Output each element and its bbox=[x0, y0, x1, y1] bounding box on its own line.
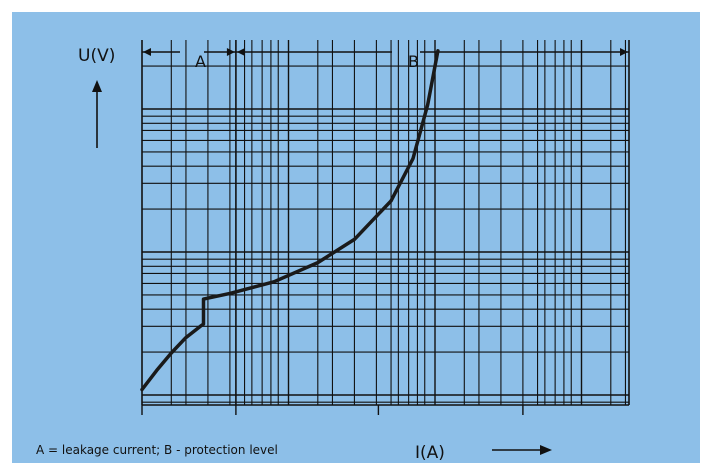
arrow-head bbox=[226, 48, 235, 56]
x-axis-arrow-head bbox=[540, 445, 552, 455]
series-layer bbox=[140, 49, 440, 392]
arrow-head bbox=[143, 48, 151, 56]
chart-svg bbox=[92, 40, 630, 455]
arrow-head bbox=[236, 48, 245, 56]
chart-figure: U(V) A B A = leakage current; B - protec… bbox=[12, 12, 700, 463]
arrow-head bbox=[620, 48, 628, 56]
y-axis-arrow-head bbox=[92, 80, 102, 92]
y-axis-label: U(V) bbox=[78, 46, 116, 66]
caption: A = leakage current; B - protection leve… bbox=[36, 443, 278, 457]
region-arrows bbox=[142, 48, 629, 56]
plot-frame bbox=[141, 40, 630, 406]
grid bbox=[142, 40, 629, 405]
axis-arrows bbox=[92, 80, 552, 455]
region-b-label: B bbox=[408, 52, 419, 71]
x-axis-ticks bbox=[141, 405, 524, 415]
region-a-label: A bbox=[195, 52, 206, 71]
x-axis-label: I(A) bbox=[415, 443, 445, 463]
